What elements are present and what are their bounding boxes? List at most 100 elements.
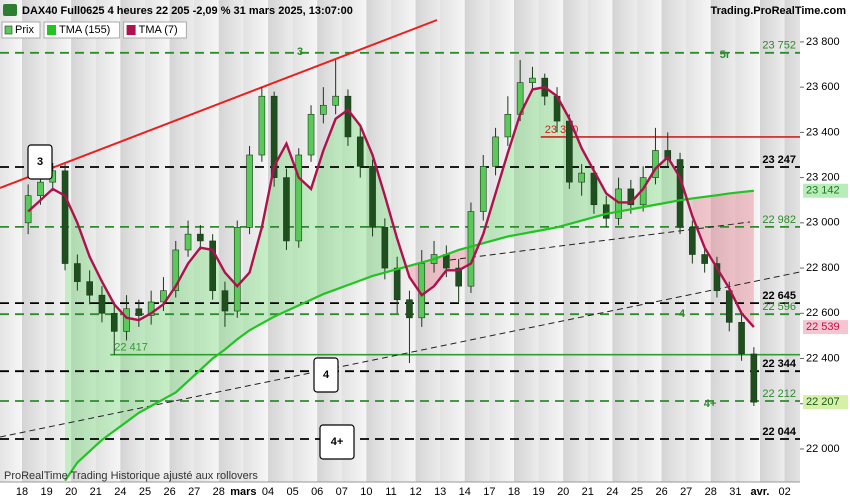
y-tick-label: 23 200 xyxy=(806,172,840,184)
trend-fill xyxy=(77,222,90,463)
day-band xyxy=(661,0,687,482)
candle-body xyxy=(295,154,303,242)
annotation-box xyxy=(319,424,355,460)
candle-body xyxy=(652,150,659,178)
x-tick-label: 19 xyxy=(40,486,52,498)
x-tick-label: 25 xyxy=(139,486,151,498)
level-label: 23 247 xyxy=(762,154,796,166)
candle-body xyxy=(74,263,81,282)
x-axis-background xyxy=(0,482,800,500)
y-tick-label: 22 400 xyxy=(806,352,840,364)
trend-fill xyxy=(114,304,127,431)
x-tick-label: 24 xyxy=(606,486,618,498)
candle-body xyxy=(406,299,413,319)
trend-fill xyxy=(520,89,533,235)
candle-body xyxy=(443,254,450,269)
trend-fill xyxy=(126,317,139,422)
x-tick-label: 20 xyxy=(557,486,569,498)
candle-body xyxy=(233,227,241,312)
candle-body xyxy=(98,294,106,314)
candle-body xyxy=(332,95,339,106)
day-band xyxy=(612,0,637,482)
y-tick-label: 23 600 xyxy=(806,81,840,93)
candle-body xyxy=(689,227,696,255)
trendline xyxy=(449,221,751,261)
price-badge-label: 22 539 xyxy=(806,321,840,333)
candle-body xyxy=(566,120,573,183)
x-tick-label: 21 xyxy=(90,486,102,498)
level-label: 22 417 xyxy=(114,342,148,354)
x-tick-label: 05 xyxy=(286,486,298,498)
trend-fill xyxy=(261,166,275,324)
candle-body xyxy=(529,77,536,83)
candle-body xyxy=(344,95,352,138)
candle-body xyxy=(725,290,733,323)
trend-fill xyxy=(741,190,754,328)
candle-body xyxy=(578,172,585,183)
annotation: 3 xyxy=(37,156,43,168)
legend-swatch xyxy=(126,25,136,35)
level-label: 22 596 xyxy=(762,301,796,313)
footer: ProRealTime Trading Historique ajusté au… xyxy=(4,470,258,482)
x-tick-label: 11 xyxy=(385,486,396,498)
trend-fill xyxy=(311,150,324,300)
x-tick-label: 06 xyxy=(311,486,323,498)
trend-fill xyxy=(544,87,558,230)
x-tick-label: 04 xyxy=(262,486,274,498)
candle-body xyxy=(750,353,758,403)
candle-body xyxy=(221,290,229,312)
x-tick-label: 26 xyxy=(163,486,175,498)
annotation: 5r xyxy=(720,49,731,61)
trend-fill xyxy=(495,152,508,240)
x-tick-label: 17 xyxy=(483,486,495,498)
candle-body xyxy=(492,136,499,167)
candle-body xyxy=(455,267,462,287)
candle-body xyxy=(246,154,253,228)
trend-fill xyxy=(532,87,545,232)
x-tick-label: 31 xyxy=(729,486,741,498)
trendline xyxy=(0,19,438,189)
legend-swatch xyxy=(47,25,56,35)
trend-fill xyxy=(335,109,348,290)
candle-body xyxy=(393,267,401,301)
x-tick-label: 18 xyxy=(16,486,28,498)
level-label: 23 752 xyxy=(762,40,796,52)
legend-label: TMA (155) xyxy=(59,24,110,36)
x-tick-label: 07 xyxy=(336,486,348,498)
annotation: 4+ xyxy=(704,398,717,410)
candle-body xyxy=(467,211,475,287)
trendlines xyxy=(0,19,800,438)
x-tick-label: 28 xyxy=(213,486,225,498)
candle-body xyxy=(504,113,512,138)
x-tick-label: 28 xyxy=(705,486,717,498)
day-band xyxy=(760,0,785,482)
x-tick-label: 26 xyxy=(655,486,667,498)
candle-body xyxy=(627,188,635,206)
price-badge-label: 23 142 xyxy=(806,185,840,197)
annotation: 3 xyxy=(297,46,303,58)
x-tick-label: 13 xyxy=(434,486,446,498)
trend-fill xyxy=(138,313,152,413)
candle-body xyxy=(356,136,364,167)
candle-body xyxy=(307,113,315,156)
x-tick-label: 21 xyxy=(582,486,594,498)
y-tick-label: 22 800 xyxy=(806,262,840,274)
price-badge xyxy=(803,395,848,410)
annotation-box xyxy=(313,357,339,393)
legend-box xyxy=(123,21,187,39)
candle-body xyxy=(602,204,610,219)
x-tick-label: 19 xyxy=(532,486,544,498)
app-icon xyxy=(3,4,17,16)
day-band xyxy=(538,0,564,482)
legend-swatch xyxy=(4,25,13,35)
x-tick-label: 25 xyxy=(631,486,643,498)
candle-body xyxy=(738,322,745,355)
candle-body xyxy=(147,301,155,316)
candle-body xyxy=(479,166,487,212)
day-band xyxy=(514,0,539,482)
level-label: 22 645 xyxy=(762,290,796,302)
y-tick-label: 22 600 xyxy=(806,307,840,319)
candle-body xyxy=(86,281,93,296)
x-tick-label: 14 xyxy=(459,486,471,498)
